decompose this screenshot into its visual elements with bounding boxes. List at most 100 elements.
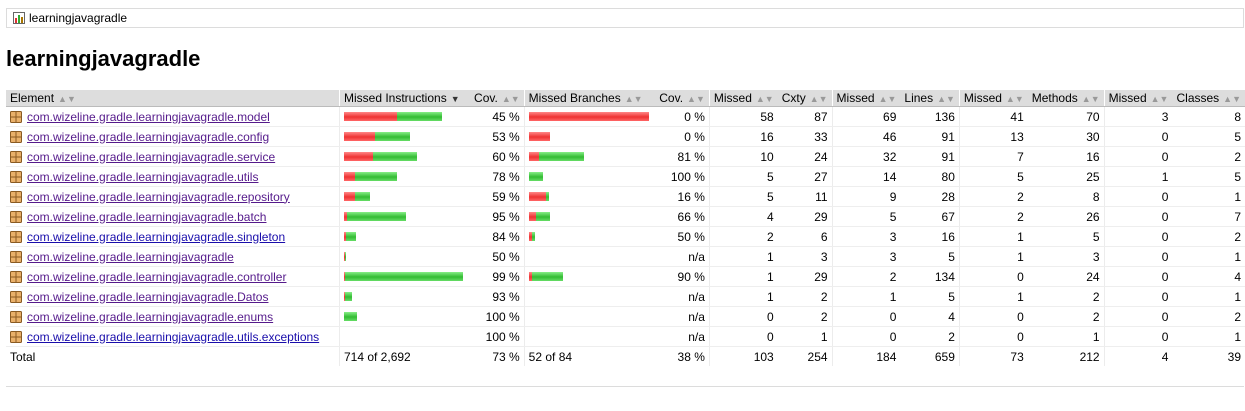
instructions-bar-cell [338,106,470,127]
instr-coverage-cell: 53 % [469,126,525,147]
header-methods[interactable]: Methods ▲▼ [1027,90,1105,107]
missed-classes-cell: 0 [1103,186,1173,207]
page-title: learningjavagradle [6,46,201,71]
instructions-bar-cell [338,246,470,267]
missed-instructions-bar [343,112,397,121]
missed-lines-cell: 46 [831,126,901,147]
covered-instructions-bar [372,152,417,161]
missed-instructions-bar [343,152,373,161]
sort-icon: ▲▼ [1005,94,1024,104]
missed-methods-cell: 0 [958,326,1028,347]
instructions-bar [343,232,466,241]
total-complexity: 254 [777,346,833,366]
instr-coverage-cell: 99 % [469,266,525,287]
classes-cell: 2 [1172,146,1245,167]
header-instr-coverage[interactable]: Cov. ▲▼ [469,90,525,107]
package-link[interactable]: com.wizeline.gradle.learningjavagradle.D… [27,289,269,304]
breadcrumb-label: learningjavagradle [29,11,128,25]
total-missed-classes: 4 [1103,346,1173,366]
branches-bar [529,292,651,301]
branch-coverage-cell: 50 % [654,226,710,247]
package-link[interactable]: com.wizeline.gradle.learningjavagradle.r… [27,189,290,204]
header-element[interactable]: Element ▲▼ [6,90,340,107]
package-link[interactable]: com.wizeline.gradle.learningjavagradle.u… [27,169,259,184]
element-cell: com.wizeline.gradle.learningjavagradle.b… [6,206,340,227]
missed-methods-cell: 0 [958,266,1028,287]
covered-instructions-bar [396,112,442,121]
branches-bar [528,272,651,281]
complexity-cell: 2 [777,306,833,327]
missed-lines-cell: 1 [831,286,901,307]
covered-instructions-bar [346,212,406,221]
classes-cell: 5 [1172,126,1245,147]
lines-cell: 5 [900,246,960,267]
package-link[interactable]: com.wizeline.gradle.learningjavagradle.s… [27,149,276,164]
branches-bar [528,152,651,161]
header-complexity[interactable]: Cxty ▲▼ [777,90,833,107]
package-link[interactable]: com.wizeline.gradle.learningjavagradle.m… [27,109,270,124]
table-header-row: Element ▲▼ Missed Instructions ▼ Cov. ▲▼ Mi… [6,90,1245,107]
methods-cell: 2 [1027,306,1105,327]
header-lines[interactable]: Lines ▲▼ [900,90,960,107]
package-link[interactable]: com.wizeline.gradle.learningjavagradle.s… [27,229,286,244]
sort-icon: ▲▼ [1223,94,1241,104]
missed-methods-cell: 0 [958,306,1028,327]
sort-icon: ▲▼ [501,94,520,104]
lines-cell: 91 [900,146,960,167]
package-link[interactable]: com.wizeline.gradle.learningjavagradle.b… [27,209,267,224]
instructions-bar-cell [338,126,470,147]
branches-bar [528,132,651,141]
sort-icon: ▲▼ [755,94,774,104]
table-row: com.wizeline.gradle.learningjavagradle.u… [6,326,1245,347]
covered-branches-bar [545,192,549,201]
covered-branches-bar [538,152,584,161]
branch-coverage-cell: n/a [654,326,710,347]
classes-cell: 2 [1172,306,1245,327]
branches-bar-cell [523,186,655,207]
instr-coverage-cell: 59 % [469,186,525,207]
header-missed-methods[interactable]: Missed ▲▼ [958,90,1028,107]
missed-classes-cell: 0 [1103,126,1173,147]
missed-lines-cell: 2 [831,266,901,287]
package-icon [10,210,22,223]
branch-coverage-cell: 90 % [654,266,710,287]
table-row: com.wizeline.gradle.learningjavagradle.c… [6,266,1245,287]
instructions-bar-cell [338,286,470,307]
table-row: com.wizeline.gradle.learningjavagradle.s… [6,226,1245,247]
missed-complexity-cell: 5 [708,166,778,187]
header-missed-instructions[interactable]: Missed Instructions ▼ [338,90,470,107]
header-missed-lines[interactable]: Missed ▲▼ [831,90,901,107]
branches-bar-cell [523,266,655,287]
missed-lines-cell: 0 [831,306,901,327]
missed-complexity-cell: 0 [708,326,778,347]
methods-cell: 24 [1027,266,1105,287]
complexity-cell: 29 [777,266,833,287]
branches-bar-cell [523,246,655,267]
methods-cell: 70 [1027,106,1105,127]
missed-classes-cell: 0 [1103,206,1173,227]
instructions-bar-cell [338,166,470,187]
missed-complexity-cell: 16 [708,126,778,147]
package-link[interactable]: com.wizeline.gradle.learningjavagradle.c… [27,129,270,144]
sort-icon: ▲▼ [878,94,897,104]
sort-icon: ▲▼ [937,94,955,104]
package-link[interactable]: com.wizeline.gradle.learningjavagradle.u… [27,329,320,344]
package-link[interactable]: com.wizeline.gradle.learningjavagradle.c… [27,269,287,284]
package-link[interactable]: com.wizeline.gradle.learningjavagradle.e… [27,309,274,324]
sort-icon: ▲▼ [624,94,643,104]
header-missed-classes[interactable]: Missed ▲▼ [1103,90,1173,107]
missed-methods-cell: 2 [958,186,1028,207]
total-row: Total 714 of 2,692 73 % 52 of 84 38 % 10… [6,346,1245,366]
missed-classes-cell: 0 [1103,146,1173,167]
header-missed-complexity[interactable]: Missed ▲▼ [708,90,778,107]
package-icon [10,330,22,343]
breadcrumb: learningjavagradle [6,8,1244,28]
header-branch-coverage[interactable]: Cov. ▲▼ [654,90,710,107]
branch-coverage-cell: 66 % [654,206,710,227]
branch-coverage-cell: 0 % [654,126,710,147]
total-classes: 39 [1172,346,1245,366]
header-missed-branches[interactable]: Missed Branches ▲▼ [523,90,655,107]
header-classes[interactable]: Classes ▲▼ [1172,90,1245,107]
instructions-bar-cell [338,266,470,287]
package-link[interactable]: com.wizeline.gradle.learningjavagradle [27,249,234,264]
